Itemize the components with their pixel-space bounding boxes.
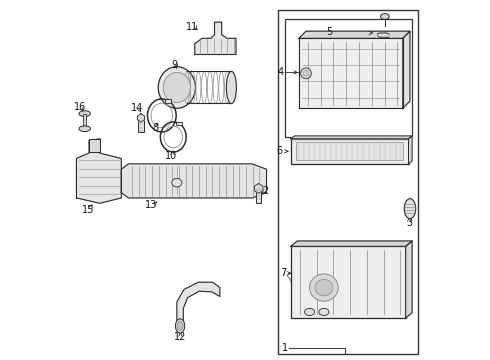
Ellipse shape bbox=[177, 321, 183, 330]
Text: 15: 15 bbox=[82, 206, 95, 216]
Ellipse shape bbox=[315, 279, 333, 296]
Ellipse shape bbox=[79, 126, 91, 132]
Text: 16: 16 bbox=[74, 102, 86, 112]
Text: 8: 8 bbox=[152, 123, 158, 133]
Bar bbox=[296, 142, 403, 160]
Polygon shape bbox=[291, 136, 412, 139]
Ellipse shape bbox=[319, 309, 329, 316]
Polygon shape bbox=[373, 33, 377, 37]
Text: 1: 1 bbox=[282, 343, 288, 353]
Polygon shape bbox=[406, 241, 412, 318]
Polygon shape bbox=[376, 33, 390, 37]
Polygon shape bbox=[299, 31, 410, 39]
Text: 10: 10 bbox=[165, 150, 177, 161]
Text: 6: 6 bbox=[277, 146, 283, 156]
Ellipse shape bbox=[163, 72, 191, 103]
Ellipse shape bbox=[158, 67, 196, 108]
Ellipse shape bbox=[303, 71, 309, 76]
Bar bbox=[89, 139, 100, 152]
Ellipse shape bbox=[381, 14, 389, 19]
Polygon shape bbox=[299, 39, 403, 108]
Polygon shape bbox=[195, 22, 236, 54]
Bar bbox=[176, 122, 182, 125]
Text: 3: 3 bbox=[406, 218, 412, 228]
Ellipse shape bbox=[175, 319, 185, 333]
Ellipse shape bbox=[79, 111, 91, 117]
Ellipse shape bbox=[304, 309, 315, 316]
Polygon shape bbox=[403, 31, 410, 108]
Polygon shape bbox=[137, 114, 145, 122]
Polygon shape bbox=[76, 139, 122, 203]
Polygon shape bbox=[390, 33, 393, 37]
Bar bbox=[256, 186, 262, 203]
Text: 14: 14 bbox=[130, 103, 143, 113]
Bar bbox=[291, 139, 409, 164]
Polygon shape bbox=[291, 241, 412, 246]
Polygon shape bbox=[409, 136, 412, 164]
Ellipse shape bbox=[226, 71, 236, 104]
Text: 2: 2 bbox=[263, 186, 269, 196]
Bar bbox=[291, 246, 406, 318]
Polygon shape bbox=[177, 282, 220, 325]
Ellipse shape bbox=[310, 274, 338, 301]
Bar bbox=[278, 10, 418, 354]
Text: 9: 9 bbox=[171, 60, 177, 70]
Text: 12: 12 bbox=[174, 332, 187, 342]
Text: 11: 11 bbox=[186, 22, 198, 32]
Ellipse shape bbox=[300, 68, 311, 79]
Text: 4: 4 bbox=[278, 67, 284, 77]
Text: 5: 5 bbox=[326, 27, 332, 37]
Text: 13: 13 bbox=[145, 200, 157, 210]
Text: 7: 7 bbox=[280, 268, 286, 278]
Bar bbox=[165, 99, 172, 103]
Bar bbox=[139, 117, 144, 132]
Ellipse shape bbox=[172, 179, 182, 187]
Ellipse shape bbox=[404, 199, 416, 219]
Polygon shape bbox=[254, 184, 263, 193]
Polygon shape bbox=[122, 164, 267, 198]
Bar bbox=[83, 114, 87, 128]
Bar bbox=[285, 19, 413, 137]
